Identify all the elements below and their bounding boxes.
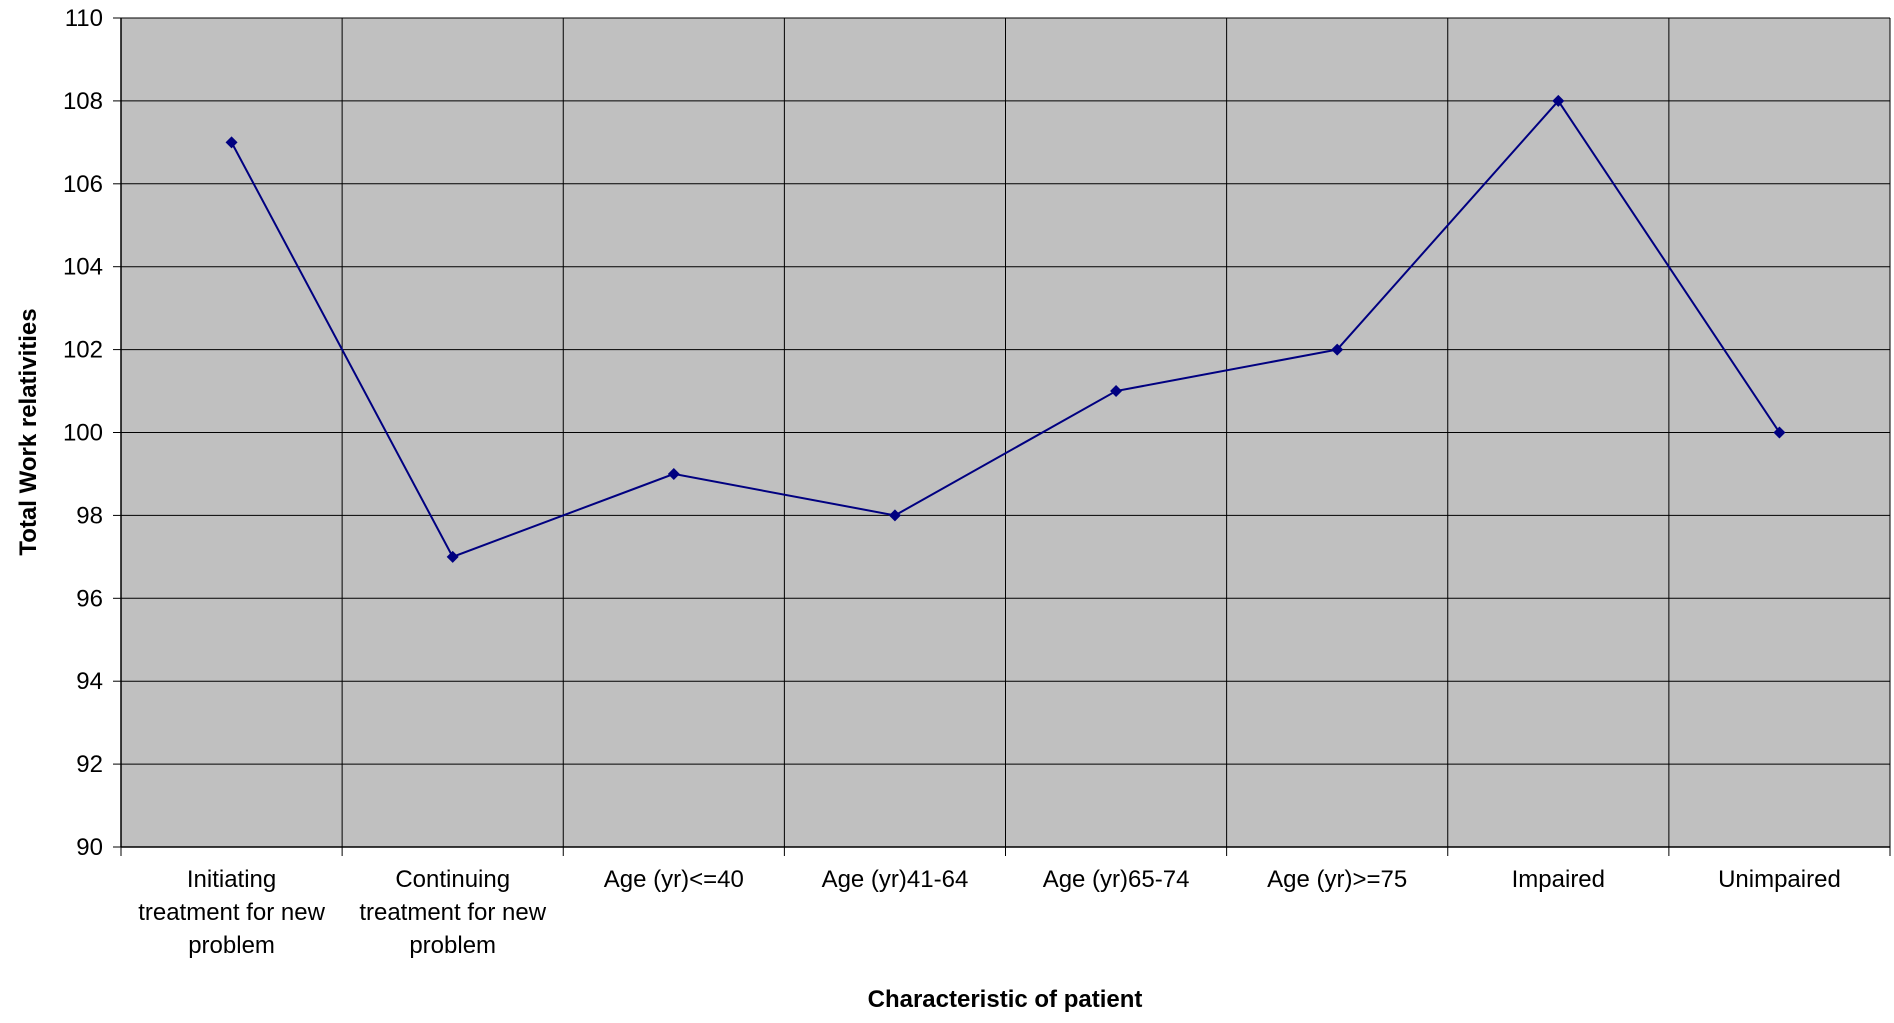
series-line bbox=[230, 99, 1781, 559]
data-point bbox=[446, 550, 459, 563]
y-tick-label: 110 bbox=[65, 5, 103, 32]
data-point bbox=[1552, 94, 1565, 107]
y-tick-label: 96 bbox=[76, 585, 103, 612]
y-tick-label: 104 bbox=[63, 254, 103, 281]
y-tick-label: 90 bbox=[76, 834, 103, 861]
y-tick-label: 92 bbox=[76, 751, 103, 778]
y-tick-labels: 90 92 94 96 98 100 102 104 106 108 110 bbox=[63, 5, 103, 861]
data-point bbox=[888, 509, 901, 522]
x-tick-label: Unimpaired bbox=[1718, 866, 1841, 893]
data-point bbox=[1331, 343, 1344, 356]
y-tick-label: 98 bbox=[76, 502, 103, 529]
series-layer bbox=[225, 94, 1786, 563]
y-tick-label: 108 bbox=[63, 88, 103, 115]
data-point bbox=[667, 467, 680, 480]
data-point bbox=[225, 136, 238, 149]
data-point bbox=[1110, 385, 1123, 398]
x-tick-label: Age (yr)>=75 bbox=[1267, 866, 1407, 893]
y-axis-title: Total Work relativities bbox=[15, 308, 42, 555]
y-tick-label: 100 bbox=[63, 420, 103, 447]
x-tick-labels: Initiating treatment for new problem Contin… bbox=[138, 866, 1841, 959]
axes bbox=[113, 17, 1891, 856]
y-tick-label: 106 bbox=[63, 171, 103, 198]
x-tick-label: Age (yr)65-74 bbox=[1043, 866, 1190, 893]
x-axis-title: Characteristic of patient bbox=[868, 986, 1143, 1013]
x-tick-label: Continuing treatment for new problem bbox=[359, 866, 546, 959]
data-point bbox=[1773, 426, 1786, 439]
gridlines bbox=[121, 17, 1891, 847]
x-tick-label: Age (yr)<=40 bbox=[604, 866, 744, 893]
x-tick-label: Initiating treatment for new problem bbox=[138, 866, 325, 959]
x-tick-label: Impaired bbox=[1512, 866, 1605, 893]
x-tick-label: Age (yr)41-64 bbox=[822, 866, 969, 893]
y-tick-label: 102 bbox=[63, 337, 103, 364]
y-tick-label: 94 bbox=[76, 668, 103, 695]
